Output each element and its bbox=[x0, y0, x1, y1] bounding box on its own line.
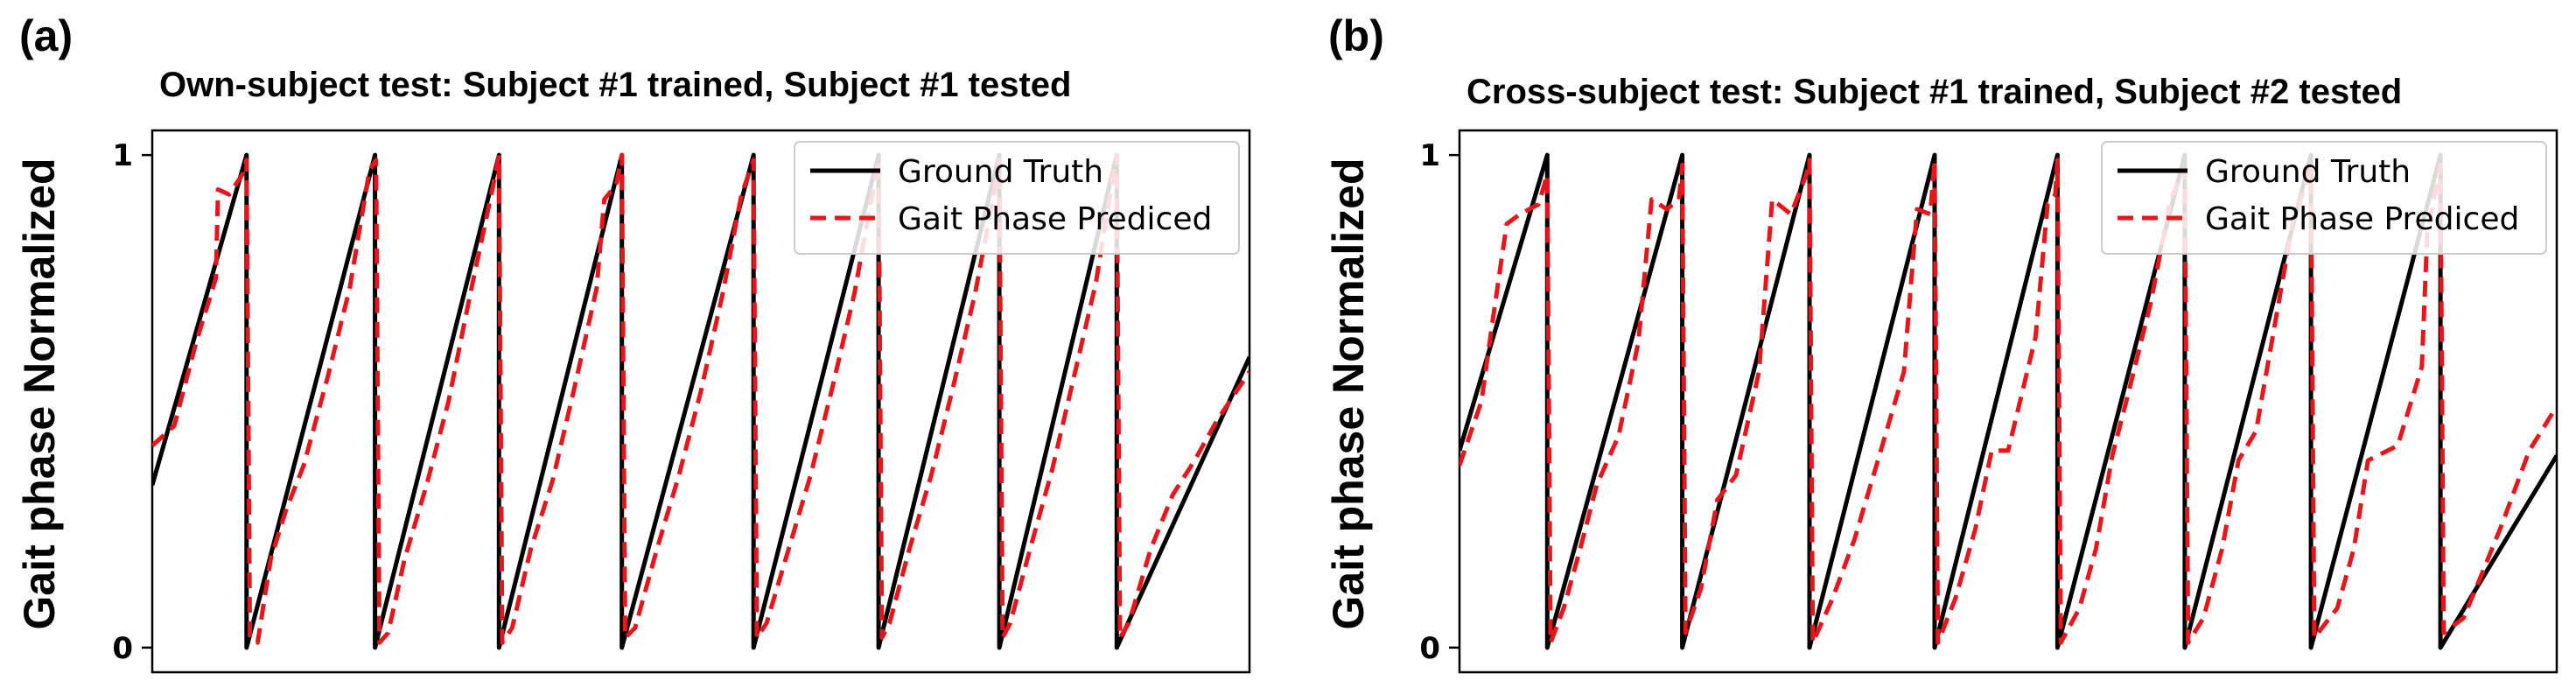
panel-a-legend-ground-truth-label: Ground Truth bbox=[898, 154, 1103, 190]
panel-a-legend-predicted-label: Gait Phase Prediced bbox=[898, 201, 1212, 237]
panel-a-legend-box bbox=[794, 141, 1240, 255]
panel-a-letter: (a) bbox=[19, 11, 73, 60]
panel-a-axes-frame bbox=[150, 129, 1251, 674]
panel-b-plot-area bbox=[1460, 152, 2557, 650]
panel-b-axes-frame bbox=[1458, 129, 2558, 674]
panel-a-series-predicted-line bbox=[152, 152, 1250, 645]
panel-b-legend-box bbox=[2101, 141, 2547, 255]
panel-b-legend: Ground Truth Gait Phase Prediced bbox=[2101, 141, 2547, 255]
panel-b-title: Cross-subject test: Subject #1 trained, … bbox=[1466, 73, 2402, 111]
panel-b-legend-predicted-label: Gait Phase Prediced bbox=[2205, 201, 2519, 237]
panel-a-ytick-0-label: 0 bbox=[112, 631, 133, 666]
panel-b-series-predicted-line bbox=[1460, 158, 2557, 645]
panel-b: (b) Cross-subject test: Subject #1 train… bbox=[1324, 11, 2558, 674]
panel-a-ytick-1-label: 1 bbox=[112, 138, 133, 173]
panel-b-yticks: 0 1 bbox=[1419, 138, 1460, 666]
panel-a-plot-area bbox=[152, 152, 1250, 650]
panel-b-legend-ground-truth-label: Ground Truth bbox=[2205, 154, 2411, 190]
panel-b-ytick-0-label: 0 bbox=[1419, 631, 1440, 666]
panel-a-title: Own-subject test: Subject #1 trained, Su… bbox=[159, 66, 1071, 104]
panel-b-ytick-1-label: 1 bbox=[1419, 138, 1440, 173]
panel-b-letter: (b) bbox=[1328, 11, 1384, 60]
panel-a: (a) Own-subject test: Subject #1 trained… bbox=[15, 11, 1251, 674]
panel-a-ylabel: Gait phase Normalized bbox=[15, 158, 64, 629]
panel-a-series-ground-truth-line bbox=[152, 152, 1250, 650]
panel-b-ylabel: Gait phase Normalized bbox=[1324, 158, 1373, 629]
panel-b-series-ground-truth-line bbox=[1460, 152, 2557, 650]
panel-a-legend: Ground Truth Gait Phase Prediced bbox=[794, 141, 1240, 255]
panel-a-yticks: 0 1 bbox=[112, 138, 152, 666]
